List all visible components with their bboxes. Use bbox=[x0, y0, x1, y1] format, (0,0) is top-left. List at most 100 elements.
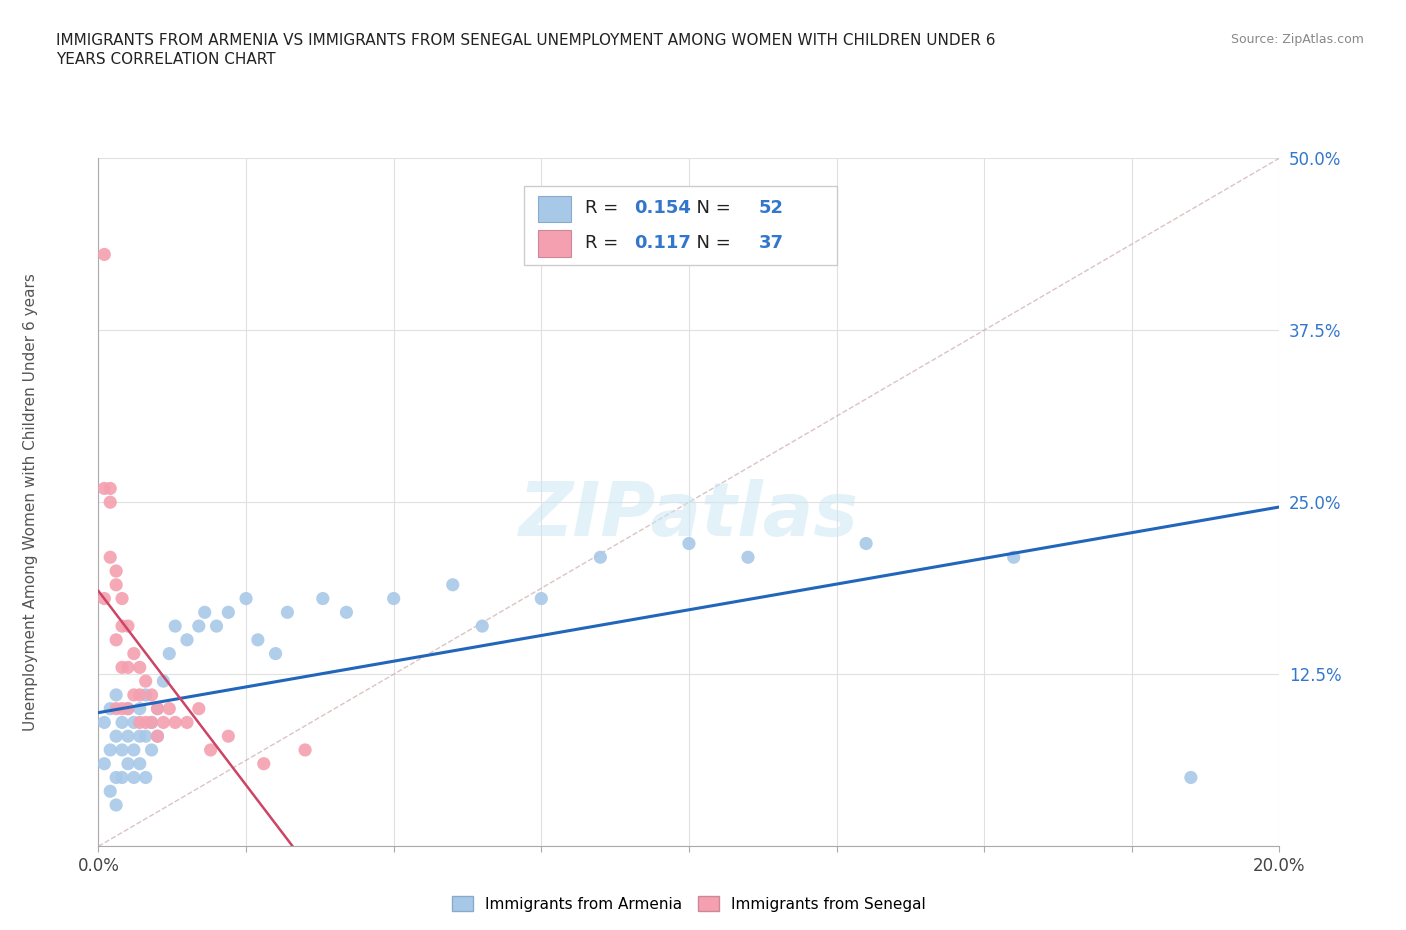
Text: 0.117: 0.117 bbox=[634, 233, 692, 252]
Point bbox=[98, 742, 121, 757]
Point bbox=[200, 742, 222, 757]
Text: Source: ZipAtlas.com: Source: ZipAtlas.com bbox=[1230, 33, 1364, 46]
Point bbox=[98, 784, 121, 799]
Point bbox=[141, 742, 163, 757]
Point bbox=[294, 742, 316, 757]
Point bbox=[135, 770, 157, 785]
Point bbox=[441, 578, 464, 592]
Point bbox=[122, 646, 145, 661]
Point bbox=[111, 770, 134, 785]
Point bbox=[176, 715, 198, 730]
Point bbox=[382, 591, 405, 606]
Point bbox=[122, 715, 145, 730]
Text: IMMIGRANTS FROM ARMENIA VS IMMIGRANTS FROM SENEGAL UNEMPLOYMENT AMONG WOMEN WITH: IMMIGRANTS FROM ARMENIA VS IMMIGRANTS FR… bbox=[56, 33, 995, 67]
Text: 0.154: 0.154 bbox=[634, 199, 692, 218]
Point bbox=[253, 756, 276, 771]
Point bbox=[93, 715, 115, 730]
Point bbox=[93, 481, 115, 496]
Point bbox=[335, 604, 357, 619]
Point bbox=[111, 660, 134, 675]
Point bbox=[146, 729, 169, 744]
Point bbox=[105, 564, 128, 578]
Point bbox=[530, 591, 553, 606]
Point bbox=[117, 729, 139, 744]
Point bbox=[855, 536, 877, 551]
Point bbox=[135, 715, 157, 730]
Point bbox=[93, 591, 115, 606]
Point bbox=[135, 673, 157, 688]
Point bbox=[264, 646, 287, 661]
Point bbox=[105, 687, 128, 702]
Point bbox=[312, 591, 335, 606]
Point bbox=[122, 770, 145, 785]
Point bbox=[471, 618, 494, 633]
Point bbox=[187, 701, 209, 716]
Point bbox=[217, 604, 239, 619]
Point bbox=[135, 687, 157, 702]
Text: R =: R = bbox=[585, 233, 624, 252]
Point bbox=[105, 729, 128, 744]
Point bbox=[217, 729, 239, 744]
Point bbox=[111, 742, 134, 757]
Point bbox=[111, 618, 134, 633]
Point bbox=[141, 715, 163, 730]
Legend: Immigrants from Armenia, Immigrants from Senegal: Immigrants from Armenia, Immigrants from… bbox=[446, 890, 932, 918]
Text: 52: 52 bbox=[759, 199, 783, 218]
Point bbox=[205, 618, 228, 633]
Point bbox=[141, 687, 163, 702]
Point bbox=[98, 495, 121, 510]
Point bbox=[122, 742, 145, 757]
Point bbox=[246, 632, 269, 647]
Point bbox=[187, 618, 209, 633]
Point bbox=[146, 701, 169, 716]
Point bbox=[128, 715, 150, 730]
Point bbox=[105, 632, 128, 647]
Point bbox=[152, 715, 174, 730]
Point bbox=[1180, 770, 1202, 785]
Point bbox=[165, 715, 187, 730]
Bar bbox=[537, 231, 571, 257]
Point bbox=[128, 729, 150, 744]
Point bbox=[111, 591, 134, 606]
Point bbox=[117, 660, 139, 675]
Point bbox=[235, 591, 257, 606]
Point bbox=[128, 660, 150, 675]
Text: N =: N = bbox=[685, 233, 737, 252]
FancyBboxPatch shape bbox=[523, 186, 837, 265]
Point bbox=[122, 687, 145, 702]
Point bbox=[157, 646, 180, 661]
Point bbox=[146, 729, 169, 744]
Point bbox=[1002, 550, 1025, 565]
Point bbox=[111, 701, 134, 716]
Point bbox=[276, 604, 298, 619]
Point bbox=[93, 247, 115, 262]
Point bbox=[117, 618, 139, 633]
Point bbox=[194, 604, 217, 619]
Point bbox=[105, 770, 128, 785]
Point bbox=[678, 536, 700, 551]
Point bbox=[98, 481, 121, 496]
Point bbox=[141, 715, 163, 730]
Point bbox=[128, 701, 150, 716]
Bar bbox=[537, 196, 571, 222]
Point bbox=[737, 550, 759, 565]
Point bbox=[176, 632, 198, 647]
Point bbox=[98, 701, 121, 716]
Point bbox=[111, 715, 134, 730]
Point bbox=[98, 550, 121, 565]
Point bbox=[105, 798, 128, 813]
Text: ZIPatlas: ZIPatlas bbox=[519, 480, 859, 552]
Point bbox=[117, 756, 139, 771]
Text: N =: N = bbox=[685, 199, 737, 218]
Point bbox=[146, 701, 169, 716]
Point bbox=[135, 729, 157, 744]
Point bbox=[152, 673, 174, 688]
Text: Unemployment Among Women with Children Under 6 years: Unemployment Among Women with Children U… bbox=[24, 273, 38, 731]
Point bbox=[128, 756, 150, 771]
Text: 37: 37 bbox=[759, 233, 783, 252]
Point bbox=[165, 618, 187, 633]
Point bbox=[157, 701, 180, 716]
Point bbox=[105, 578, 128, 592]
Text: R =: R = bbox=[585, 199, 624, 218]
Point bbox=[93, 756, 115, 771]
